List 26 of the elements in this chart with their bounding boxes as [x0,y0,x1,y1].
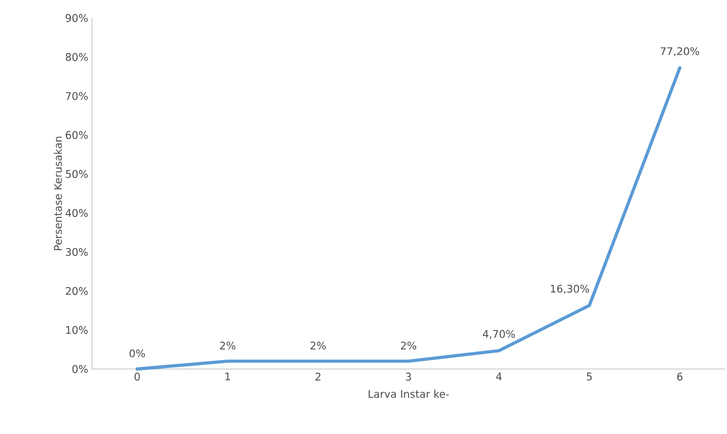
y-tick-label: 0% [72,365,88,373]
data-label: 77,20% [660,47,700,56]
x-axis-title: Larva Instar ke- [368,390,449,398]
data-label: 2% [310,342,326,350]
y-tick-label: 90% [66,14,88,22]
x-tick-label: 0 [134,372,140,381]
data-label: 2% [220,342,236,350]
x-tick-label: 6 [677,372,682,381]
x-tick-label: 1 [225,372,230,380]
data-label: 16,30% [550,284,590,294]
y-tick-label: 30% [66,248,88,256]
data-label: 0% [130,349,145,358]
y-tick-label: 20% [66,287,88,295]
x-tick-label: 5 [586,372,592,380]
y-tick-label: 50% [66,170,88,178]
data-label: 4,70% [482,330,515,339]
y-tick-label: 70% [66,92,88,100]
x-tick-label: 3 [406,372,411,381]
y-tick-label: 60% [66,131,88,139]
y-axis-title: Persentase Kerusakan [54,136,62,250]
x-tick-label: 4 [496,372,502,380]
data-label: 2% [400,342,416,350]
x-tick-label: 2 [316,372,320,380]
y-tick-label: 10% [66,326,88,334]
y-tick-label: 80% [66,53,88,61]
y-tick-label: 40% [66,209,88,217]
